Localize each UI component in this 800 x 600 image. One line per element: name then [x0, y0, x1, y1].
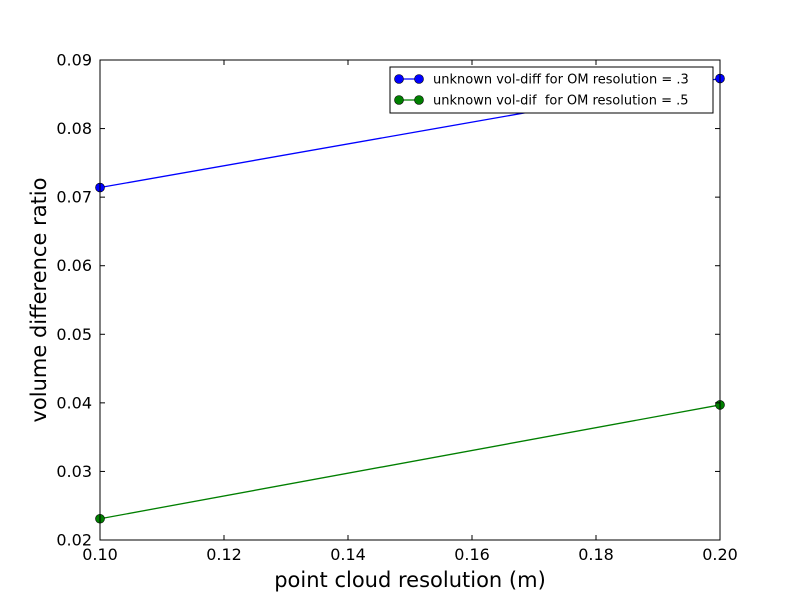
plot-frame [99, 59, 721, 541]
y-tick-label: 0.06 [56, 256, 92, 275]
y-tick-label: 0.09 [56, 51, 92, 70]
legend-box [389, 66, 714, 114]
x-tick-label: 0.20 [702, 545, 738, 564]
legend: unknown vol-diff for OM resolution = .3 u… [389, 66, 714, 114]
x-tick-label: 0.18 [578, 545, 614, 564]
y-tick-label: 0.03 [56, 462, 92, 481]
legend-marker-2 [394, 95, 404, 105]
legend-marker-1 [394, 74, 404, 84]
plot-background [100, 60, 720, 540]
legend-label-2: unknown vol-dif for OM resolution = .5 [433, 94, 689, 109]
x-axis-label: point cloud resolution (m) [274, 568, 546, 592]
x-tick-label: 0.16 [454, 545, 490, 564]
y-tick-label: 0.02 [56, 531, 92, 550]
legend-marker-1 [414, 74, 424, 84]
y-tick-label: 0.08 [56, 119, 92, 138]
legend-label-1: unknown vol-diff for OM resolution = .3 [433, 73, 689, 88]
x-tick-label: 0.14 [330, 545, 366, 564]
y-tick-label: 0.05 [56, 325, 92, 344]
y-tick-label: 0.07 [56, 188, 92, 207]
series-line-2 [100, 404, 720, 520]
tick-layer: 0.10 0.12 0.14 0.16 0.18 0.20 0.02 0.03 0.04 0.05… [56, 51, 737, 565]
y-axis-label: volume difference ratio [27, 178, 51, 423]
x-tick-label: 0.12 [206, 545, 242, 564]
x-tick-label: 0.10 [82, 545, 118, 564]
legend-marker-2 [414, 95, 424, 105]
y-tick-label: 0.04 [56, 393, 92, 412]
